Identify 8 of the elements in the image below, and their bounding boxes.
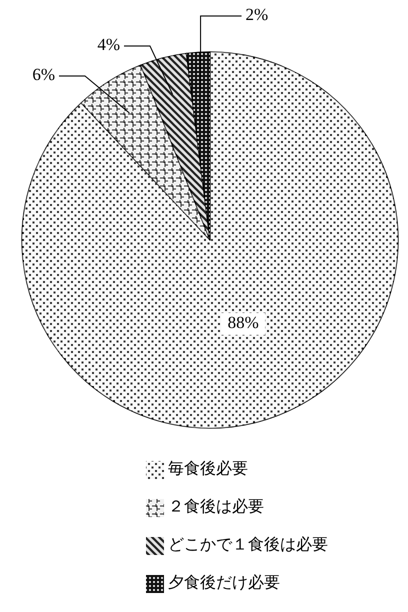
data-label: 6% bbox=[32, 64, 55, 84]
data-label: 4% bbox=[97, 34, 120, 54]
data-label: 88% bbox=[228, 312, 259, 332]
legend-label: 夕食後だけ必要 bbox=[168, 574, 280, 592]
legend-label: どこかで１食後は必要 bbox=[168, 536, 328, 554]
legend-label: ２食後は必要 bbox=[168, 498, 264, 516]
legend-label: 毎食後必要 bbox=[168, 460, 248, 478]
data-label: 2% bbox=[246, 4, 268, 24]
